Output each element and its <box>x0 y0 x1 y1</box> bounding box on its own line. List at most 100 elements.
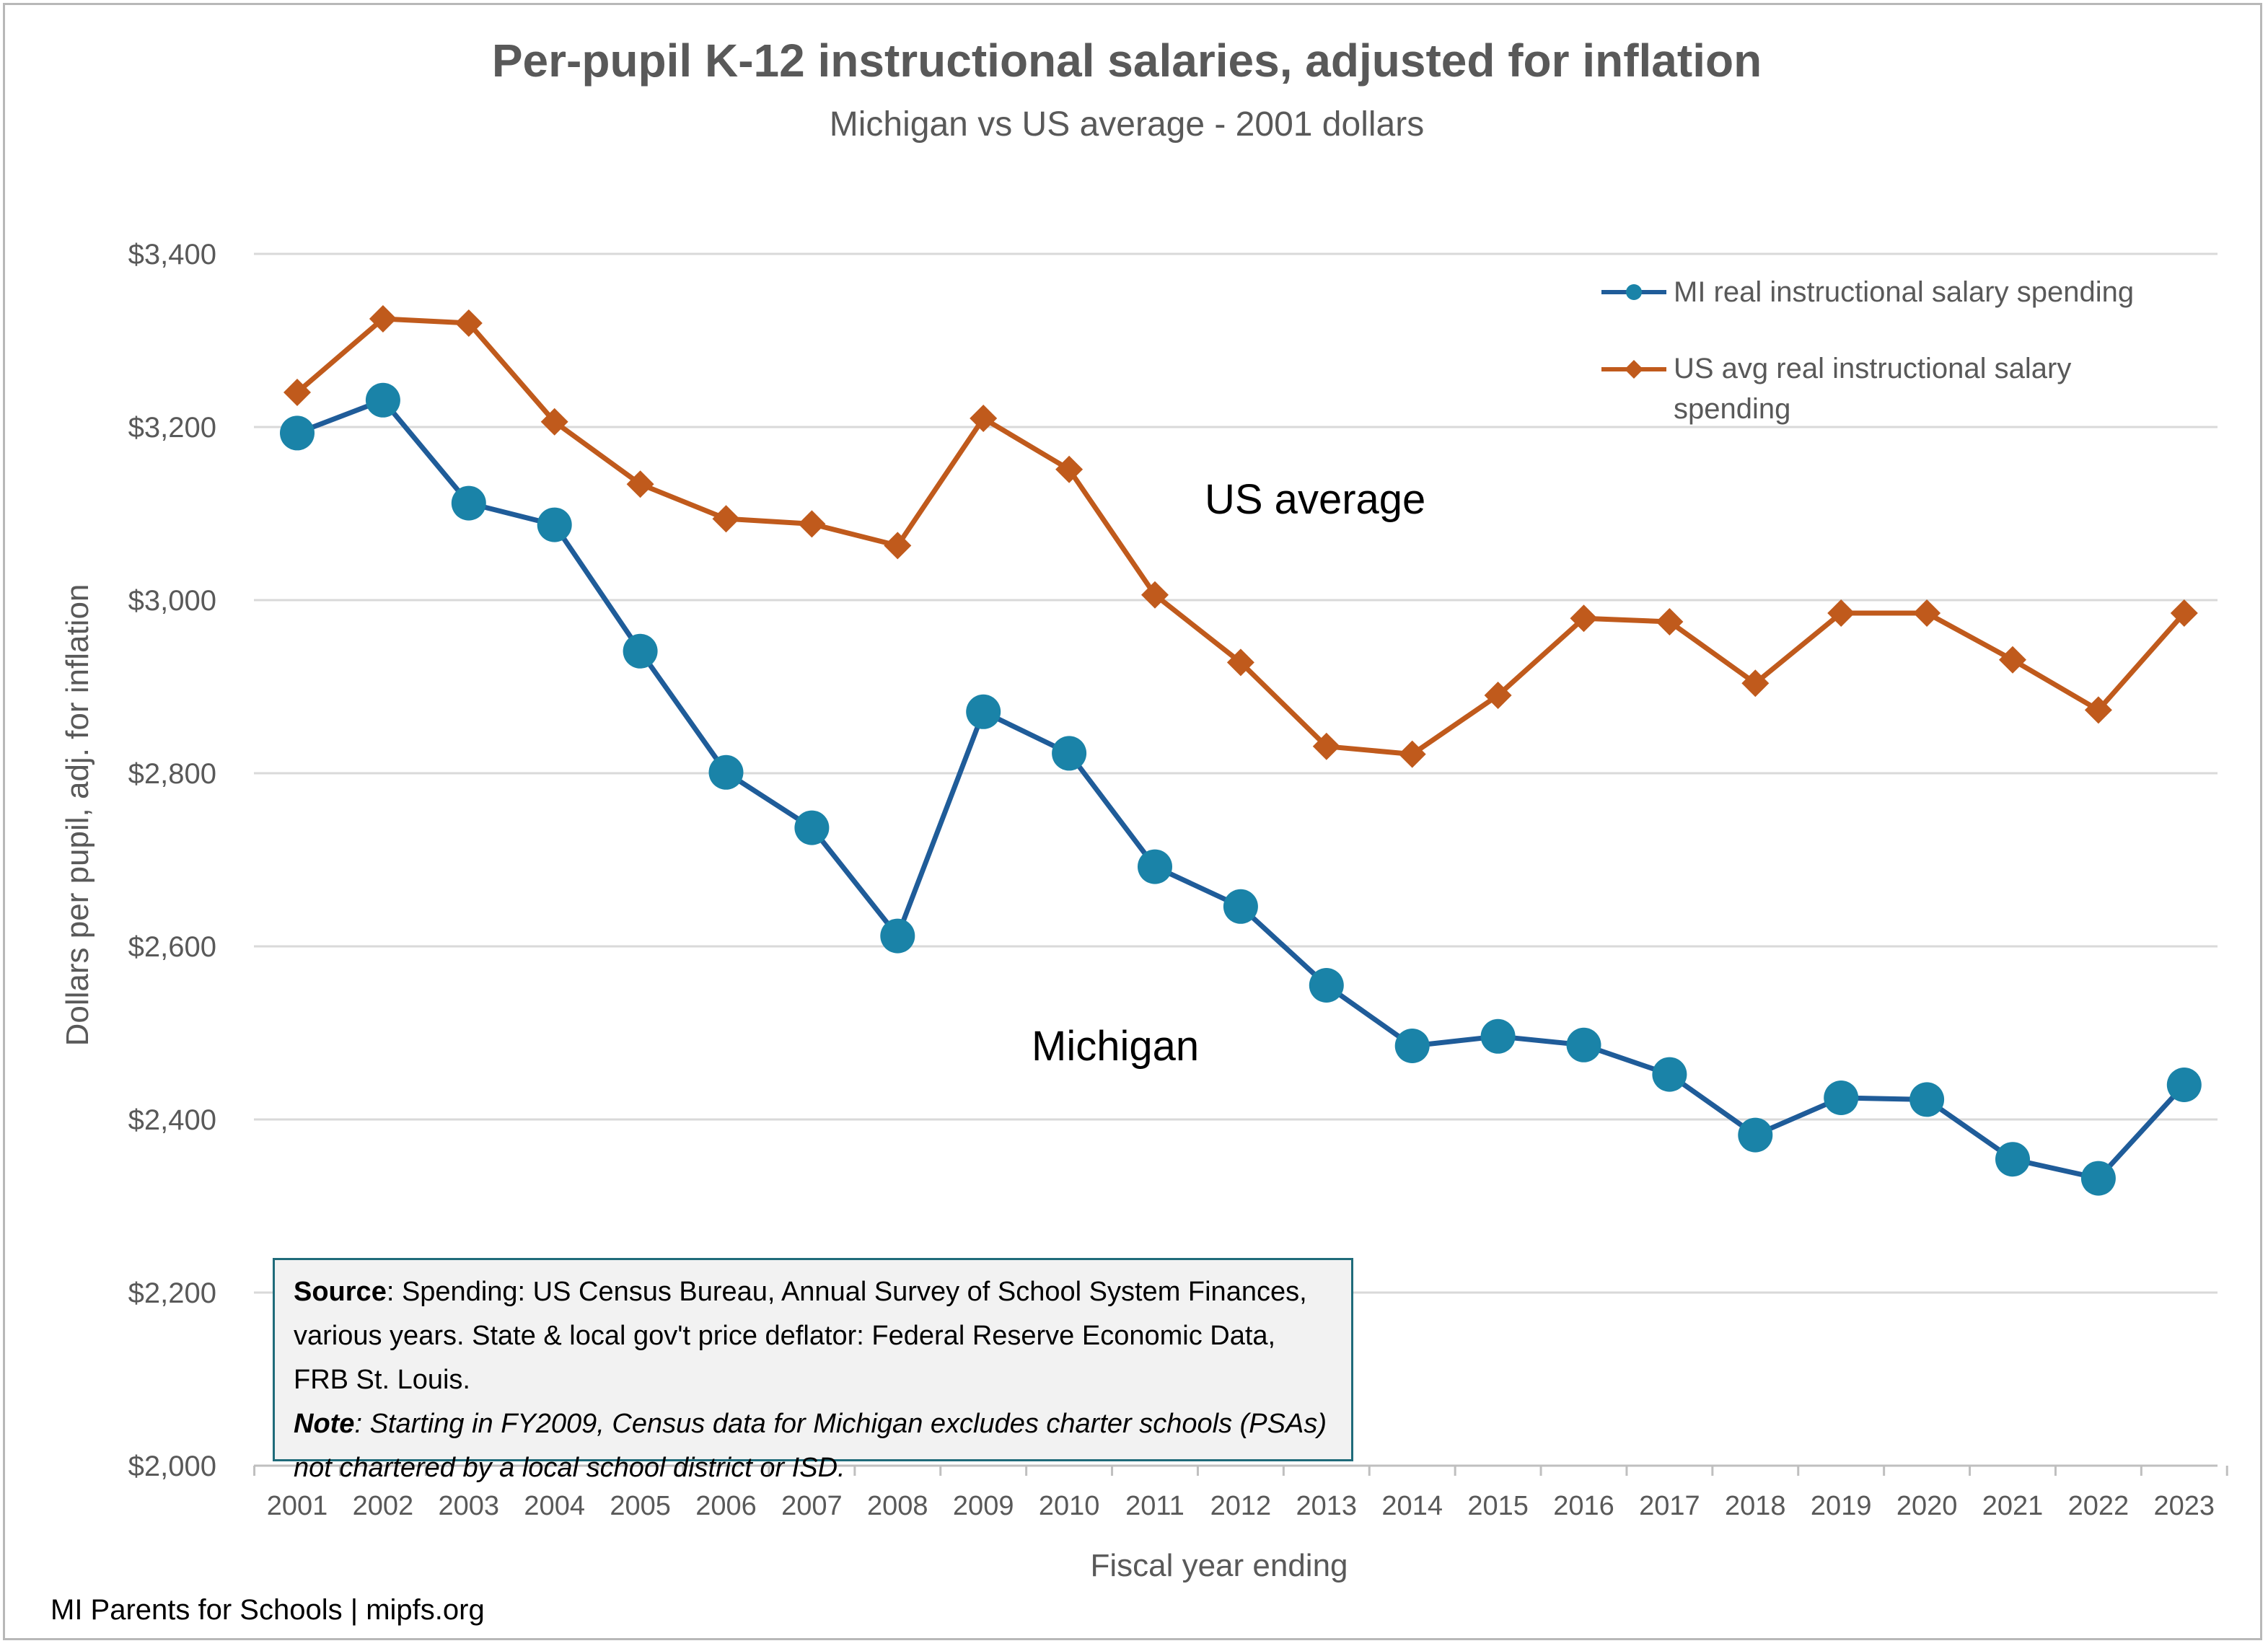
x-tick-label: 2004 <box>524 1491 585 1521</box>
data-point-mi-2010 <box>1052 736 1087 771</box>
data-point-mi-2023 <box>2166 1068 2202 1102</box>
footer-credit: MI Parents for Schools | mipfs.org <box>50 1594 485 1626</box>
data-point-us-2014 <box>1398 740 1426 768</box>
x-tick-label: 2008 <box>867 1491 928 1521</box>
legend-us-marker <box>1625 360 1643 379</box>
y-tick-label: $3,000 <box>128 585 216 617</box>
data-point-mi-2015 <box>1480 1018 1516 1054</box>
data-point-mi-2005 <box>623 633 658 669</box>
x-tick-label: 2006 <box>695 1491 757 1521</box>
series-us-average <box>284 305 2198 768</box>
legend-mi-label: MI real instructional salary spending <box>1674 276 2134 308</box>
data-point-mi-2013 <box>1309 968 1344 1003</box>
data-point-mi-2007 <box>794 810 830 845</box>
x-tick-label: 2003 <box>439 1491 500 1521</box>
x-axis-ticks: 2001 2002 2003 2004 2005 2006 2007 2008 2009 2010… <box>253 1466 2228 1521</box>
data-point-us-2004 <box>540 408 568 436</box>
legend: MI real instructional salary spending US… <box>1601 276 2134 425</box>
x-tick-label: 2016 <box>1553 1491 1614 1521</box>
y-tick-label: $2,600 <box>128 931 216 963</box>
source-text: : Spending: US Census Bureau, Annual Sur… <box>294 1277 1307 1395</box>
x-tick-label: 2012 <box>1210 1491 1272 1521</box>
data-point-us-2013 <box>1312 732 1340 760</box>
chart-title: Per-pupil K-12 instructional salaries, a… <box>492 35 1762 87</box>
x-tick-label: 2013 <box>1296 1491 1358 1521</box>
y-tick-label: $3,400 <box>128 239 216 270</box>
x-tick-label: 2017 <box>1639 1491 1700 1521</box>
y-axis-label: Dollars per pupil, adj. for inflation <box>60 584 95 1047</box>
x-tick-label: 2022 <box>2068 1491 2129 1521</box>
data-point-us-2016 <box>1570 604 1598 633</box>
annotation-michigan: Michigan <box>1032 1023 1199 1070</box>
y-tick-label: $2,200 <box>128 1277 216 1309</box>
data-point-mi-2001 <box>280 415 315 451</box>
data-point-mi-2008 <box>880 918 915 954</box>
y-tick-label: $2,400 <box>128 1104 216 1136</box>
series-michigan <box>280 382 2202 1196</box>
x-tick-label: 2021 <box>1982 1491 2044 1521</box>
data-point-mi-2009 <box>966 694 1001 729</box>
x-tick-label: 2005 <box>610 1491 671 1521</box>
data-point-us-2021 <box>1999 646 2026 674</box>
data-point-us-2008 <box>884 532 912 560</box>
data-point-us-2015 <box>1484 682 1512 709</box>
data-point-mi-2006 <box>708 754 744 790</box>
data-point-mi-2022 <box>2080 1161 2116 1196</box>
y-tick-label: $3,200 <box>128 412 216 444</box>
data-point-us-2012 <box>1226 648 1254 677</box>
legend-us-label-line2: spending <box>1674 393 1790 425</box>
note-text: : Starting in FY2009, Census data for Mi… <box>294 1409 1327 1483</box>
x-tick-label: 2011 <box>1125 1491 1184 1521</box>
x-tick-label: 2014 <box>1381 1491 1443 1521</box>
data-point-mi-2021 <box>1995 1142 2030 1177</box>
data-point-mi-2019 <box>1824 1081 1859 1115</box>
note-label: Note <box>294 1409 355 1439</box>
legend-mi-marker <box>1626 284 1642 300</box>
data-point-mi-2018 <box>1738 1117 1773 1153</box>
data-point-us-2017 <box>1656 608 1684 635</box>
data-point-us-2010 <box>1055 455 1084 483</box>
x-tick-label: 2020 <box>1896 1491 1958 1521</box>
x-tick-label: 2015 <box>1467 1491 1529 1521</box>
data-point-mi-2004 <box>537 507 572 542</box>
y-tick-label: $2,800 <box>128 758 216 790</box>
data-point-us-2019 <box>1827 599 1855 627</box>
data-point-mi-2003 <box>451 485 486 521</box>
data-point-mi-2002 <box>365 382 400 418</box>
data-point-us-2018 <box>1741 669 1770 697</box>
data-point-mi-2020 <box>1909 1082 1945 1117</box>
data-point-us-2002 <box>369 305 397 333</box>
x-tick-label: 2010 <box>1039 1491 1100 1521</box>
y-tick-label: $2,000 <box>128 1451 216 1482</box>
annotation-us-average: US average <box>1205 476 1425 523</box>
y-axis-ticks: $2,000 $2,200 $2,400 $2,600 $2,800 $3,000 $3,2… <box>128 239 216 1482</box>
source-label: Source <box>294 1277 387 1307</box>
data-point-us-2007 <box>798 510 826 538</box>
data-point-us-2020 <box>1913 599 1941 627</box>
legend-us-label-line1: US avg real instructional salary <box>1674 353 2071 384</box>
gridlines <box>254 252 2218 1467</box>
data-point-us-2009 <box>970 405 998 432</box>
data-point-us-2005 <box>626 470 654 498</box>
data-point-us-2001 <box>284 379 311 406</box>
x-tick-label: 2007 <box>781 1491 843 1521</box>
source-note-box: Source: Spending: US Census Bureau, Annu… <box>273 1258 1353 1483</box>
data-point-us-2022 <box>2084 696 2112 724</box>
x-tick-label: 2023 <box>2154 1491 2215 1521</box>
data-point-mi-2012 <box>1223 889 1258 924</box>
x-tick-label: 2002 <box>353 1491 414 1521</box>
x-axis-label: Fiscal year ending <box>1090 1548 1348 1583</box>
x-tick-label: 2001 <box>267 1491 328 1521</box>
data-point-mi-2011 <box>1138 849 1172 884</box>
data-point-us-2006 <box>712 505 740 533</box>
x-tick-label: 2019 <box>1811 1491 1872 1521</box>
data-point-us-2003 <box>454 309 483 337</box>
x-tick-label: 2009 <box>953 1491 1014 1521</box>
data-point-us-2011 <box>1141 581 1169 609</box>
data-point-mi-2016 <box>1566 1027 1601 1062</box>
data-point-mi-2017 <box>1652 1057 1687 1092</box>
data-point-us-2023 <box>2170 599 2198 627</box>
x-tick-label: 2018 <box>1725 1491 1786 1521</box>
data-point-mi-2014 <box>1394 1029 1430 1063</box>
